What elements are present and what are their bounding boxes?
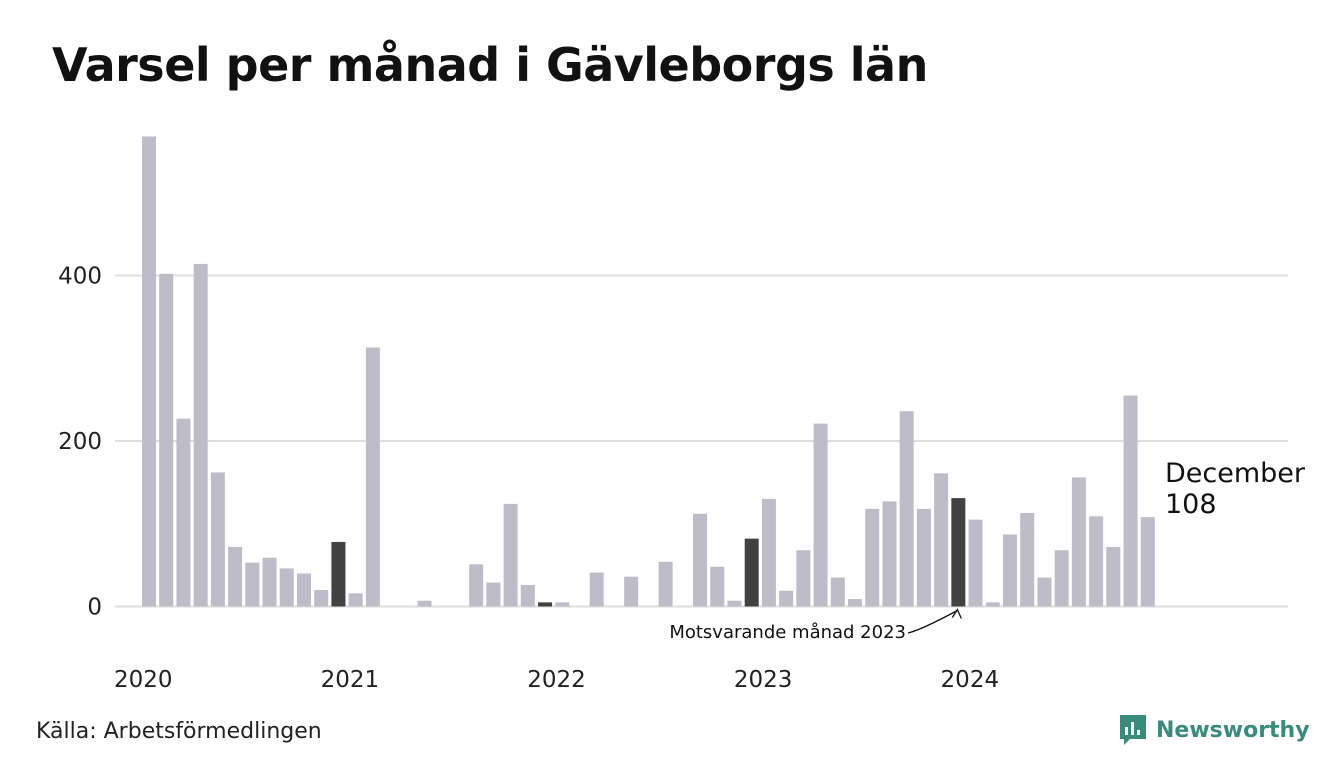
bar-2020-10 (296, 573, 311, 607)
bar-2022-09 (693, 513, 708, 607)
bar-2021-02 (365, 347, 380, 607)
bar-2024-06 (1054, 550, 1069, 607)
y-axis: 0 200 400 (58, 264, 102, 621)
bar-2020-07 (245, 562, 260, 607)
bar-2024-11 (1140, 517, 1155, 607)
bar-2023-12 (951, 498, 966, 607)
y-tick-label: 0 (87, 595, 102, 621)
x-axis: 2020 2021 2022 2023 2024 (114, 667, 999, 693)
annotation-arrowhead (951, 608, 962, 619)
source-note: Källa: Arbetsförmedlingen (36, 719, 322, 744)
bar-2022-07 (658, 561, 673, 607)
bar-2024-01 (968, 519, 983, 607)
bar-2024-10 (1123, 395, 1138, 607)
bar-2021-11 (520, 584, 535, 607)
bar-2021-10 (503, 503, 518, 607)
newsworthy-logo-icon (1120, 715, 1146, 745)
bar-2024-09 (1106, 546, 1121, 607)
bars (142, 136, 1155, 607)
bar-2023-01 (761, 498, 776, 607)
brand-name: Newsworthy (1156, 717, 1310, 743)
bar-2023-03 (796, 550, 811, 607)
bar-chart: 0 200 400 2020 2021 2022 2023 2024 Motsvarande… (58, 136, 1306, 693)
bar-2020-01 (142, 136, 156, 607)
bar-2023-10 (916, 508, 931, 607)
bar-2023-09 (899, 411, 914, 607)
x-tick-label: 2020 (114, 667, 173, 693)
y-tick-label: 400 (58, 264, 102, 290)
bar-2022-10 (710, 566, 725, 607)
bar-2021-12 (538, 602, 553, 607)
bar-2024-04 (1020, 512, 1035, 607)
bar-2020-05 (210, 472, 225, 607)
bar-2020-12 (331, 541, 346, 607)
bar-2023-07 (865, 508, 880, 607)
bar-2024-02 (985, 602, 1000, 607)
bar-2024-08 (1089, 516, 1104, 607)
bar-2022-05 (624, 576, 639, 607)
bar-2024-05 (1037, 577, 1052, 607)
brand-logo: Newsworthy (1118, 713, 1310, 747)
x-tick-label: 2024 (941, 667, 1000, 693)
bar-2020-04 (193, 263, 208, 607)
bar-2021-08 (469, 564, 484, 607)
x-tick-label: 2023 (734, 667, 793, 693)
bar-2023-04 (813, 423, 828, 607)
bar-2023-11 (934, 473, 949, 607)
bar-2022-12 (744, 538, 759, 607)
bar-2022-11 (727, 600, 742, 607)
bar-2020-02 (159, 273, 174, 607)
bar-2023-06 (848, 599, 863, 607)
y-tick-label: 200 (58, 429, 102, 455)
bar-2020-08 (262, 557, 277, 607)
bar-2021-09 (486, 582, 501, 607)
bar-2023-02 (779, 590, 794, 607)
bar-2020-06 (228, 546, 243, 607)
latest-value-label: 108 (1165, 489, 1217, 520)
bar-2022-03 (589, 572, 604, 607)
bar-2024-07 (1071, 477, 1086, 607)
x-tick-label: 2022 (527, 667, 586, 693)
bar-2020-11 (314, 589, 329, 607)
chart-title: Varsel per månad i Gävleborgs län (52, 38, 928, 92)
bar-2020-09 (279, 568, 294, 607)
latest-month-label: December (1165, 458, 1306, 489)
bar-2020-03 (176, 418, 191, 607)
annotation-corresponding-month: Motsvarande månad 2023 (669, 622, 906, 643)
bar-2021-05 (417, 600, 432, 607)
bar-2024-03 (1003, 534, 1017, 607)
bar-2021-01 (348, 593, 363, 607)
annotation-arrow (907, 609, 958, 634)
bar-2022-01 (555, 602, 570, 607)
x-tick-label: 2021 (321, 667, 380, 693)
bar-2023-08 (882, 501, 897, 607)
bar-2023-05 (830, 577, 845, 607)
